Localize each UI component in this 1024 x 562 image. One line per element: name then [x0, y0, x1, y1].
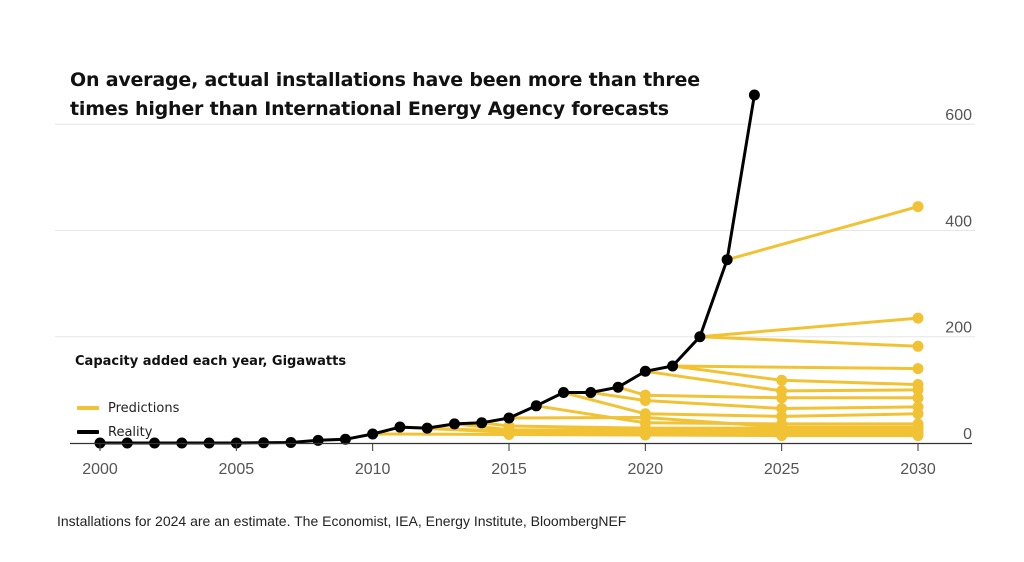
prediction-point [912, 418, 924, 430]
x-tick-label: 2010 [355, 461, 391, 478]
reality-point [612, 381, 624, 393]
prediction-point [639, 417, 651, 429]
y-tick-label: 200 [945, 320, 972, 337]
x-tick-label: 2030 [900, 461, 936, 478]
y-tick-label: 0 [963, 426, 972, 443]
prediction-point [776, 410, 788, 422]
reality-point [503, 412, 515, 424]
reality-point [285, 436, 297, 448]
x-tick-label: 2000 [82, 461, 118, 478]
x-tick-label: 2020 [628, 461, 664, 478]
prediction-point [639, 389, 651, 401]
reality-point [585, 387, 597, 399]
y-tick-label: 600 [945, 107, 972, 124]
legend: Predictions Reality [77, 396, 179, 444]
prediction-point [503, 420, 515, 432]
prediction-line [671, 364, 920, 371]
reality-point [339, 433, 351, 445]
reality-line [100, 94, 756, 445]
prediction-point [639, 408, 651, 420]
chart-subtitle: Capacity added each year, Gigawatts [75, 354, 347, 369]
reality-point [476, 417, 488, 429]
prediction-line [725, 205, 920, 262]
predictions-series [371, 201, 924, 442]
reality-point [421, 422, 433, 434]
y-tick-label: 400 [945, 213, 972, 230]
reality-point [394, 421, 406, 433]
reality-point [694, 331, 706, 343]
reality-point [367, 428, 379, 440]
reality-point [639, 365, 651, 377]
prediction-point [912, 340, 924, 352]
reality-point [667, 360, 679, 372]
reality-swatch [77, 430, 99, 434]
prediction-line [562, 391, 920, 418]
x-tick-label: 2015 [491, 461, 527, 478]
prediction-line [698, 335, 920, 348]
prediction-point [912, 201, 924, 213]
chart-title: On average, actual installations have be… [70, 69, 700, 120]
reality-point [721, 254, 733, 266]
legend-item-predictions: Predictions [77, 396, 179, 420]
legend-label-reality: Reality [108, 424, 153, 440]
reality-point [558, 387, 570, 399]
prediction-point [776, 402, 788, 414]
prediction-point [776, 374, 788, 386]
source-note: Installations for 2024 are an estimate. … [57, 513, 627, 529]
axes: 0 200 400 600 2000 2005 2010 2015 2020 2025 2030 [70, 107, 972, 478]
reality-point [748, 89, 760, 101]
reality-point [448, 418, 460, 430]
prediction-point [912, 401, 924, 413]
reality-point [312, 434, 324, 446]
prediction-point [776, 385, 788, 397]
predictions-swatch [77, 406, 99, 410]
prediction-line [698, 316, 920, 339]
legend-item-reality: Reality [77, 420, 179, 444]
legend-label-predictions: Predictions [108, 400, 180, 416]
prediction-line [534, 404, 920, 426]
prediction-point [912, 392, 924, 404]
prediction-line [589, 391, 920, 410]
x-tick-label: 2005 [219, 461, 255, 478]
reality-point [530, 400, 542, 412]
prediction-point [912, 363, 924, 375]
prediction-point [912, 312, 924, 324]
x-tick-label: 2025 [764, 461, 800, 478]
prediction-point [912, 379, 924, 391]
reality-point [258, 437, 270, 449]
gridlines [55, 123, 975, 338]
prediction-line [616, 385, 920, 400]
